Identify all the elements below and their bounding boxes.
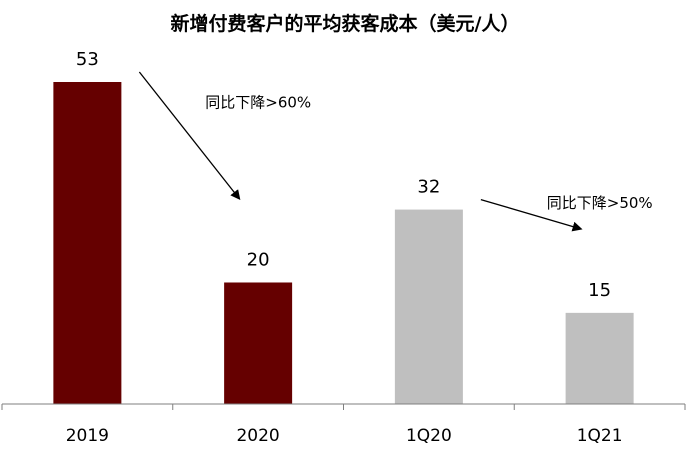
chart-title: 新增付费客户的平均获客成本（美元/人）: [171, 12, 520, 35]
data-label-1Q21: 15: [588, 280, 611, 301]
data-labels-layer: 53 20 32 15: [76, 49, 611, 301]
bars-layer: [53, 82, 634, 404]
annotation-text-2: 同比下降>50%: [547, 194, 653, 212]
x-axis: 2019 2020 1Q20 1Q21: [1, 403, 686, 446]
data-label-2020: 20: [247, 249, 270, 270]
annotations-layer: 同比下降>60% 同比下降>50%: [138, 71, 653, 232]
annotation-arrow-2: [480, 198, 583, 232]
x-tick-label-1Q21: 1Q21: [577, 426, 623, 446]
x-tick-label-2020: 2020: [236, 426, 279, 446]
annotation-arrow-1: [138, 71, 241, 201]
data-label-2019: 53: [76, 49, 99, 70]
bar-2019: [53, 82, 122, 404]
bar-2020: [224, 282, 293, 404]
data-label-1Q20: 32: [417, 177, 440, 198]
annotation-text-1: 同比下降>60%: [205, 93, 311, 111]
bar-1Q21: [565, 312, 634, 404]
x-tick-label-1Q20: 1Q20: [406, 426, 452, 446]
x-tick-label-2019: 2019: [66, 426, 109, 446]
bar-1Q20: [394, 209, 463, 404]
